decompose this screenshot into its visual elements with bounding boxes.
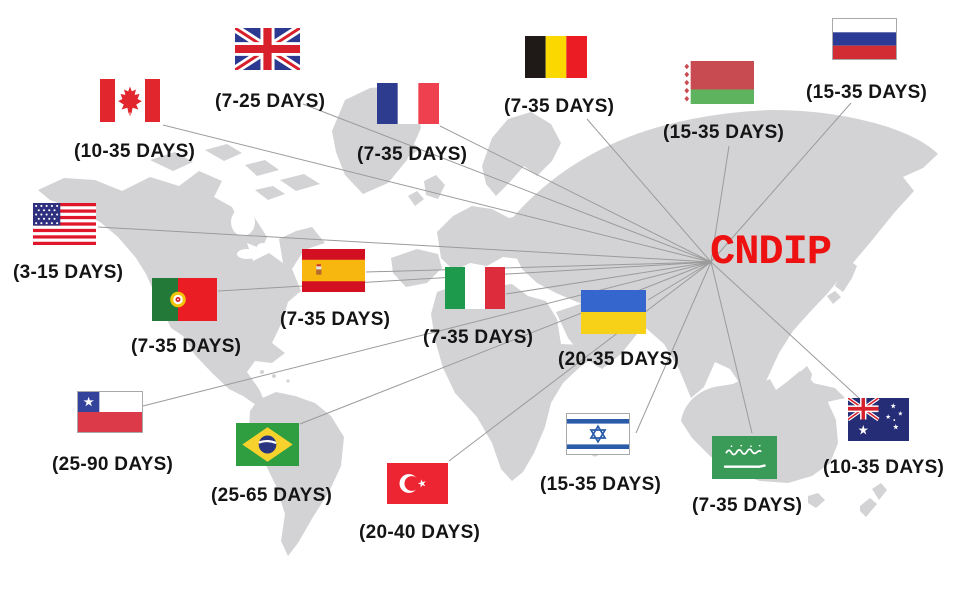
route-belarus	[710, 145, 730, 263]
shipping-days-brazil: (25-65 DAYS)	[211, 485, 333, 506]
turkey-flag-icon	[387, 463, 448, 504]
belarus-flag-icon	[683, 61, 754, 104]
route-russia	[710, 102, 852, 263]
flag-united-kingdom	[235, 28, 300, 70]
shipping-days-portugal: (7-35 DAYS)	[131, 336, 242, 357]
route-canada	[162, 124, 712, 263]
portugal-flag-icon	[152, 278, 217, 321]
route-spain	[365, 261, 712, 273]
italy-flag-icon	[445, 267, 505, 309]
route-australia	[710, 261, 861, 400]
usa-flag-icon	[33, 203, 96, 245]
shipping-days-united-states: (3-15 DAYS)	[13, 262, 124, 283]
route-chile	[142, 261, 712, 407]
shipping-days-italy: (7-35 DAYS)	[423, 327, 534, 348]
belgium-flag-icon	[525, 36, 587, 78]
shipping-days-belgium: (7-35 DAYS)	[504, 96, 615, 117]
australia-flag-icon	[848, 398, 909, 441]
flag-italy	[445, 267, 505, 309]
tasmania	[808, 493, 825, 508]
saudi-arabia-flag-icon	[712, 436, 777, 479]
arctic-islands	[150, 144, 320, 200]
iberia	[391, 249, 442, 287]
chile-flag-icon	[77, 391, 143, 433]
asia	[509, 110, 938, 418]
shipping-days-belarus: (15-35 DAYS)	[663, 122, 785, 143]
flag-spain	[302, 249, 365, 292]
arabia	[556, 303, 637, 369]
flag-turkey	[387, 463, 448, 504]
route-turkey	[448, 261, 712, 462]
ukraine-flag-icon	[581, 290, 646, 334]
origin-label: CNDIP	[710, 228, 832, 276]
route-israel	[635, 261, 712, 434]
shipping-days-ukraine: (20-35 DAYS)	[558, 349, 680, 370]
russia-flag-icon	[832, 18, 897, 60]
flag-russia	[832, 18, 897, 60]
france-flag-icon	[377, 83, 439, 124]
iceland	[396, 141, 420, 157]
scandinavia	[482, 112, 561, 196]
sakhalin	[856, 214, 869, 246]
route-belgium	[586, 118, 712, 263]
spain-flag-icon	[302, 249, 365, 292]
flag-ukraine	[581, 290, 646, 334]
route-united-states	[97, 226, 712, 263]
flag-belarus	[683, 61, 754, 104]
route-saudi-arabia	[710, 261, 753, 434]
new-zealand	[860, 483, 887, 517]
route-france	[439, 125, 712, 263]
flag-saudi-arabia	[712, 436, 777, 479]
flag-brazil	[236, 423, 299, 466]
uk-flag-icon	[235, 28, 300, 70]
flag-israel	[566, 413, 630, 455]
brazil-flag-icon	[236, 423, 299, 466]
flag-australia	[848, 398, 909, 441]
japan	[827, 260, 857, 304]
south-america	[249, 392, 344, 556]
shipping-days-france: (7-35 DAYS)	[357, 144, 468, 165]
route-united-kingdom	[302, 103, 712, 263]
shipping-days-united-kingdom: (7-25 DAYS)	[215, 91, 326, 112]
shipping-days-turkey: (20-40 DAYS)	[359, 522, 481, 543]
shipping-days-israel: (15-35 DAYS)	[540, 474, 662, 495]
shipping-days-chile: (25-90 DAYS)	[52, 454, 174, 475]
shipping-days-australia: (10-35 DAYS)	[823, 457, 945, 478]
flag-france	[377, 83, 439, 124]
route-brazil	[299, 261, 712, 425]
flag-canada	[100, 79, 160, 122]
canada-flag-icon	[100, 79, 160, 122]
flag-belgium	[525, 36, 587, 78]
shipping-days-saudi-arabia: (7-35 DAYS)	[692, 495, 803, 516]
flag-chile	[77, 391, 143, 433]
shipping-days-russia: (15-35 DAYS)	[806, 82, 928, 103]
israel-flag-icon	[566, 413, 630, 455]
route-ukraine	[647, 261, 712, 301]
shipping-days-canada: (10-35 DAYS)	[74, 141, 196, 162]
africa	[431, 283, 601, 481]
flag-portugal	[152, 278, 217, 321]
shipping-days-spain: (7-35 DAYS)	[280, 309, 391, 330]
route-italy	[505, 261, 712, 295]
flag-united-states	[33, 203, 96, 245]
